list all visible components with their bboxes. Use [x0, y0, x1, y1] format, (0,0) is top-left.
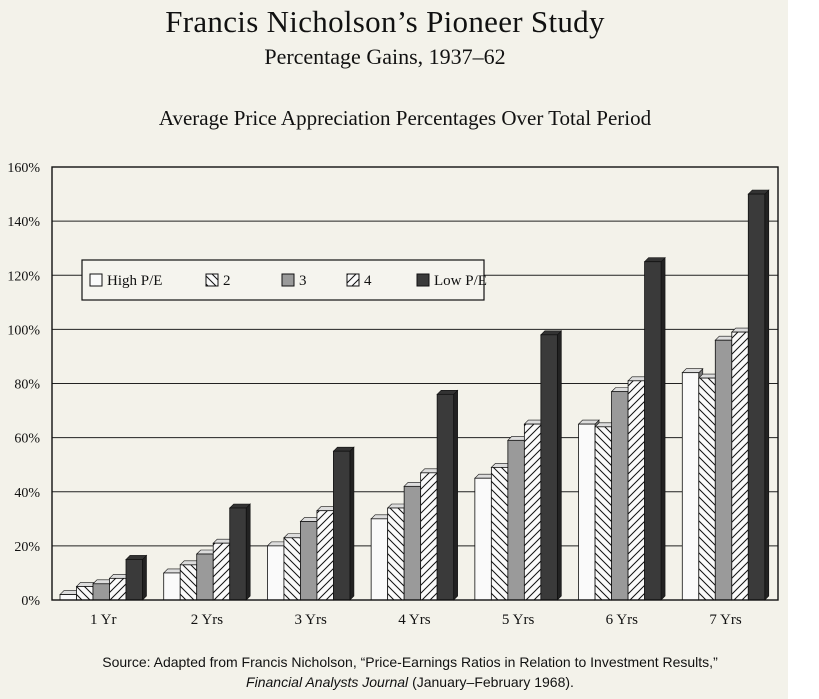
y-tick-label: 100%	[7, 323, 40, 338]
source-journal: Financial Analysts Journal	[246, 674, 409, 690]
bar	[681, 372, 700, 601]
bar	[387, 507, 405, 601]
bar-side	[245, 503, 251, 601]
bar	[300, 521, 318, 601]
y-tick-label: 20%	[14, 540, 40, 555]
bar	[523, 423, 542, 601]
source-prefix: Source: Adapted from Francis Nicholson, …	[102, 654, 718, 670]
bar-side	[349, 446, 355, 601]
bar	[59, 594, 77, 601]
y-tick-label: 140%	[7, 215, 40, 230]
bar	[594, 426, 612, 601]
bar	[316, 510, 334, 601]
legend-swatch	[346, 273, 360, 287]
x-tick-label: 4 Yrs	[398, 612, 431, 628]
bar-top	[681, 368, 704, 373]
bar	[698, 377, 716, 601]
y-tick-label: 60%	[14, 432, 40, 447]
bar	[474, 477, 492, 601]
y-tick-label: 120%	[7, 269, 40, 284]
x-tick-label: 1 Yr	[90, 612, 117, 628]
x-tick-label: 7 Yrs	[709, 612, 742, 628]
bar	[627, 380, 645, 601]
bar	[179, 564, 198, 601]
bar	[490, 466, 509, 601]
x-tick-label: 6 Yrs	[606, 612, 639, 628]
bar	[229, 507, 247, 601]
bar	[333, 450, 351, 601]
bar	[747, 193, 766, 601]
plot-frame	[51, 166, 779, 601]
y-tick-label: 0%	[21, 594, 40, 609]
bar	[578, 423, 596, 601]
bar-top	[577, 419, 600, 425]
bar-chart: 0% 20% 40% 60% 80% 100% 120% 140% 160% 1 Yr 2 Yrs 3…	[7, 161, 779, 628]
bar	[644, 261, 662, 601]
bar-top	[643, 257, 666, 263]
bar	[403, 485, 422, 601]
source-note: Source: Adapted from Francis Nicholson, …	[80, 652, 740, 692]
page-title: Francis Nicholson’s Pioneer Study	[165, 4, 605, 39]
bar-top	[540, 330, 563, 336]
legend-label: High P/E	[107, 273, 162, 289]
bar	[731, 331, 749, 601]
bar-top	[332, 446, 355, 452]
bar	[267, 545, 285, 601]
bar	[714, 339, 733, 601]
legend-swatch	[89, 273, 103, 287]
bar-top	[125, 555, 148, 560]
legend-label: 2	[223, 273, 231, 289]
legend-swatch	[281, 273, 295, 287]
bar	[370, 518, 389, 601]
bar	[109, 577, 127, 601]
source-suffix: (January–February 1968).	[412, 674, 574, 690]
legend-label: 3	[299, 273, 307, 289]
bar	[125, 559, 143, 601]
bar	[212, 542, 231, 601]
bar-side	[142, 554, 147, 601]
bar	[283, 537, 301, 601]
bar	[436, 393, 455, 601]
chart-title: Average Price Appreciation Percentages O…	[158, 106, 652, 130]
x-tick-label: 5 Yrs	[502, 612, 535, 628]
page-subtitle: Percentage Gains, 1937–62	[264, 44, 506, 69]
bar	[92, 583, 110, 601]
legend-label: 4	[364, 273, 372, 289]
bar	[76, 586, 94, 601]
bar-top	[747, 189, 770, 195]
bar-side	[660, 256, 666, 601]
bar-top	[228, 503, 251, 509]
bar-side	[557, 330, 562, 601]
x-tick-label: 3 Yrs	[294, 612, 327, 628]
bar	[420, 472, 438, 601]
bar	[611, 391, 629, 601]
legend-swatch	[205, 273, 219, 287]
bar	[540, 334, 558, 601]
legend-label: Low P/E	[434, 273, 487, 289]
y-tick-label: 80%	[14, 378, 40, 393]
bar	[163, 572, 181, 601]
bar-side	[764, 189, 770, 601]
legend-swatch	[416, 273, 430, 287]
y-tick-label: 160%	[7, 161, 40, 176]
bar-top	[436, 390, 459, 395]
page-margin	[788, 0, 819, 699]
bar	[507, 439, 525, 601]
x-tick-label: 2 Yrs	[191, 612, 224, 628]
y-tick-label: 40%	[14, 486, 40, 501]
bar	[196, 553, 214, 601]
bar-side	[453, 389, 458, 601]
